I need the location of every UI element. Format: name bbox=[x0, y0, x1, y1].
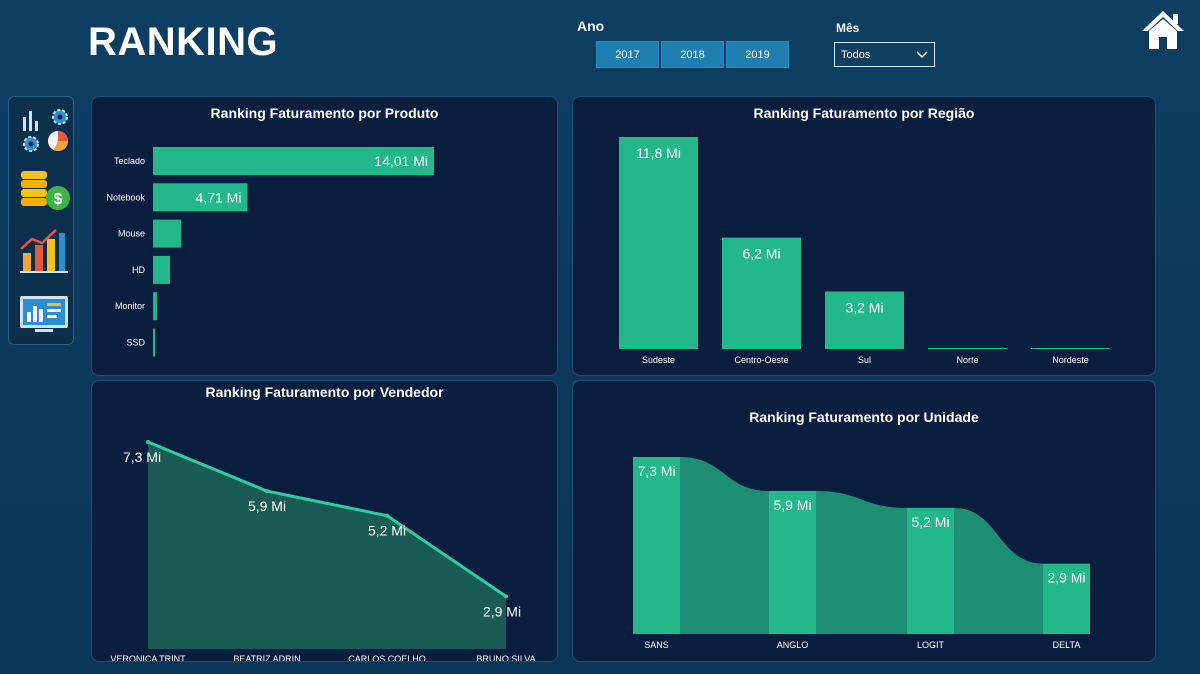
unidade-data-label: 2,9 Mi bbox=[1047, 570, 1085, 586]
year-filter-label: Ano bbox=[577, 18, 605, 34]
panel-produto-title: Ranking Faturamento por Produto bbox=[210, 105, 439, 121]
regiao-data-label: 11,8 Mi bbox=[636, 145, 681, 161]
unidade-bar-delta bbox=[1043, 563, 1090, 634]
year-button-2017[interactable]: 2017 bbox=[596, 41, 659, 68]
unidade-category-label: SANS bbox=[644, 640, 669, 650]
regiao-bar-sul bbox=[825, 291, 904, 349]
regiao-bar-nordeste bbox=[1031, 348, 1110, 349]
produto-category-label: Mouse bbox=[118, 229, 145, 239]
year-filter: 2017 2018 2019 bbox=[596, 41, 789, 68]
vendedor-data-label: 7,3 Mi bbox=[123, 449, 161, 465]
page-title: RANKING bbox=[88, 20, 279, 64]
panel-regiao-title: Ranking Faturamento por Região bbox=[753, 105, 975, 121]
regiao-category-label: Sudeste bbox=[642, 355, 675, 365]
month-filter-label: Mês bbox=[836, 21, 860, 35]
produto-bar-mouse bbox=[153, 219, 182, 248]
regiao-bar-centro-oeste bbox=[722, 237, 801, 349]
produto-bar-teclado bbox=[153, 147, 434, 175]
panel-regiao: Ranking Faturamento por Região Sudeste 11… bbox=[572, 96, 1156, 376]
produto-category-label: SSD bbox=[126, 338, 145, 348]
vendedor-area-chart: 7,3 Mi VERONICA TRINT 5,9 Mi BEATRIZ ADRIN 5… bbox=[110, 440, 536, 661]
regiao-data-label: 6,2 Mi bbox=[742, 246, 780, 262]
year-button-2019[interactable]: 2019 bbox=[726, 41, 789, 68]
produto-bar-ssd bbox=[153, 328, 156, 357]
vendedor-data-label: 2,9 Mi bbox=[483, 603, 521, 619]
vendedor-series-line bbox=[147, 440, 507, 598]
unidade-data-label: 5,2 Mi bbox=[911, 514, 949, 530]
produto-category-label: Teclado bbox=[114, 156, 145, 166]
unidade-data-label: 5,9 Mi bbox=[773, 497, 811, 513]
nav-item-finance[interactable]: $ bbox=[18, 165, 72, 222]
unidade-ribbon-connector bbox=[816, 490, 907, 634]
unidade-ribbon-connector bbox=[680, 457, 769, 634]
settings-chart-icon bbox=[23, 109, 68, 152]
home-icon bbox=[1142, 11, 1184, 49]
money-coins-icon: $ bbox=[21, 171, 70, 210]
nav-item-settings[interactable] bbox=[18, 105, 70, 162]
regiao-column-chart: Sudeste 11,8 Mi Centro-Oeste 6,2 Mi Sul 3,2 M… bbox=[619, 137, 1110, 365]
unidade-ribbon-chart: 7,3 Mi SANS 5,9 Mi ANGLO 5,2 Mi LOGIT 2,9 Mi DE… bbox=[633, 457, 1090, 650]
chevron-down-icon bbox=[916, 51, 928, 59]
produto-category-label: HD bbox=[132, 265, 145, 275]
vendedor-category-label: BEATRIZ ADRIN bbox=[233, 654, 300, 661]
side-navigation: $ bbox=[8, 96, 74, 345]
regiao-category-label: Sul bbox=[858, 355, 871, 365]
produto-data-label: 4,71 Mi bbox=[196, 189, 242, 205]
panel-produto: Ranking Faturamento por Produto Teclado 1… bbox=[91, 96, 558, 376]
growth-chart-icon bbox=[20, 229, 68, 273]
vendedor-category-label: CARLOS COELHO bbox=[348, 654, 426, 661]
home-button[interactable] bbox=[1140, 8, 1186, 52]
unidade-bar-sans bbox=[633, 457, 680, 634]
unidade-category-label: ANGLO bbox=[777, 640, 809, 650]
regiao-category-label: Norte bbox=[956, 355, 978, 365]
vendedor-point-veronica-trint bbox=[146, 440, 150, 444]
nav-item-growth[interactable] bbox=[18, 227, 70, 282]
nav-item-dashboard[interactable] bbox=[18, 292, 70, 341]
panel-vendedor: Ranking Faturamento por Vendedor 7,3 Mi V… bbox=[91, 380, 558, 662]
vendedor-point-carlos-coelho bbox=[385, 513, 389, 518]
dashboard-monitor-icon bbox=[20, 296, 68, 332]
regiao-category-label: Centro-Oeste bbox=[734, 355, 788, 365]
unidade-data-label: 7,3 Mi bbox=[637, 463, 675, 479]
unidade-ribbon-connector bbox=[954, 507, 1043, 634]
unidade-category-label: DELTA bbox=[1053, 640, 1081, 650]
year-button-2018[interactable]: 2018 bbox=[661, 41, 724, 68]
unidade-bar-logit bbox=[907, 507, 954, 634]
vendedor-category-label: BRUNO SILVA bbox=[476, 654, 535, 661]
regiao-category-label: Nordeste bbox=[1052, 355, 1089, 365]
unidade-bar-anglo bbox=[769, 490, 816, 634]
panel-unidade: Ranking Faturamento por Unidade 7,3 Mi SA… bbox=[572, 380, 1156, 662]
month-select-value: Todos bbox=[841, 48, 871, 61]
month-select[interactable]: Todos bbox=[834, 42, 935, 67]
produto-category-label: Monitor bbox=[115, 301, 145, 311]
vendedor-category-label: VERONICA TRINT bbox=[110, 654, 186, 661]
regiao-data-label: 3,2 Mi bbox=[845, 300, 883, 316]
vendedor-area-fill bbox=[148, 442, 506, 649]
produto-bar-monitor bbox=[153, 292, 158, 321]
produto-data-label: 14,01 Mi bbox=[374, 153, 428, 169]
produto-bar-hd bbox=[153, 255, 171, 284]
unidade-category-label: LOGIT bbox=[917, 640, 945, 650]
produto-bar-notebook bbox=[153, 183, 248, 212]
panel-vendedor-title: Ranking Faturamento por Vendedor bbox=[205, 384, 444, 400]
panel-unidade-title: Ranking Faturamento por Unidade bbox=[749, 409, 979, 425]
vendedor-data-label: 5,2 Mi bbox=[368, 523, 406, 539]
svg-text:$: $ bbox=[54, 191, 63, 208]
vendedor-data-label: 5,9 Mi bbox=[248, 498, 286, 514]
vendedor-point-beatriz-adrin bbox=[265, 489, 269, 494]
vendedor-point-bruno-silva bbox=[504, 594, 508, 599]
produto-category-label: Notebook bbox=[106, 192, 145, 202]
regiao-bar-norte bbox=[928, 348, 1007, 349]
produto-bar-chart: Teclado 14,01 Mi Notebook 4,71 Mi Mouse HD Mon… bbox=[106, 147, 434, 357]
regiao-bar-sudeste bbox=[619, 137, 698, 349]
